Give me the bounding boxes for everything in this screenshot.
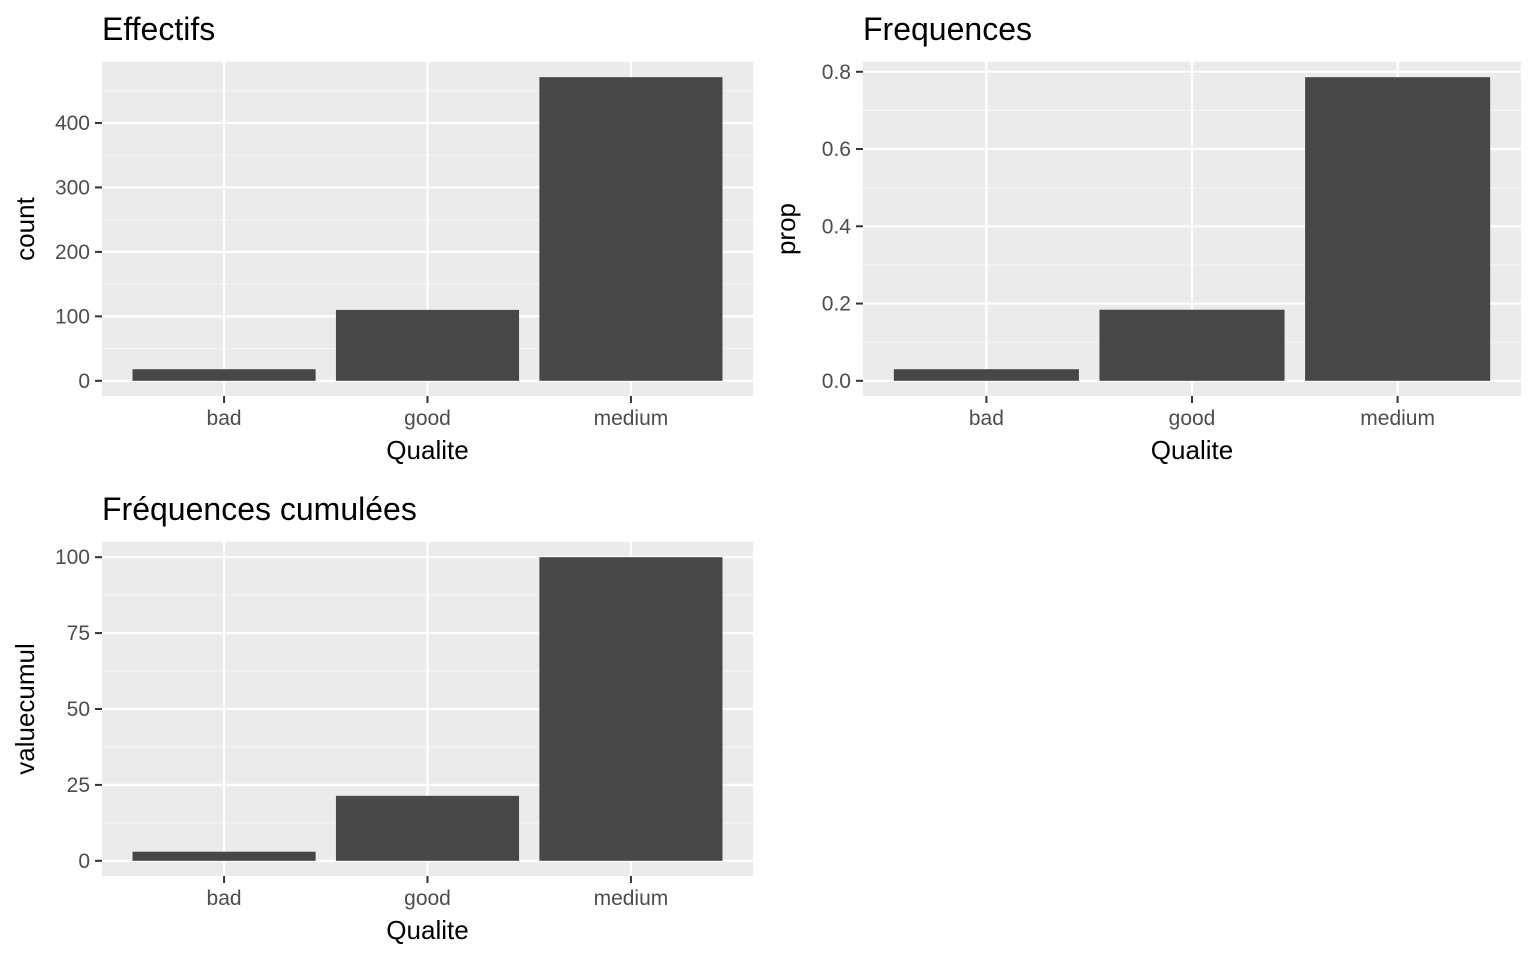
x-tick-label: good (404, 407, 451, 430)
x-tick-label: bad (207, 887, 242, 910)
chart-title: Effectifs (102, 11, 215, 47)
bar-bad (132, 369, 316, 381)
x-tick-label: bad (969, 407, 1004, 430)
y-tick-label: 0 (78, 370, 90, 393)
x-tick-label: good (404, 887, 451, 910)
y-tick-label: 50 (67, 698, 90, 721)
y-tick-label: 0.2 (822, 293, 851, 316)
x-axis-label: Qualite (1151, 435, 1233, 465)
bar-medium (539, 557, 723, 861)
y-tick-label: 0.0 (822, 370, 851, 393)
bar-good (335, 795, 520, 861)
y-tick-label: 0.8 (822, 61, 851, 84)
x-axis-label: Qualite (386, 435, 468, 465)
y-tick-label: 0.4 (822, 215, 852, 238)
y-tick-label: 100 (55, 305, 90, 328)
y-tick-label: 25 (67, 774, 90, 797)
y-tick-label: 100 (55, 546, 90, 569)
y-tick-label: 0.6 (822, 138, 851, 161)
bar-bad (132, 851, 316, 861)
chart-title: Fréquences cumulées (102, 491, 417, 527)
y-tick-label: 300 (55, 176, 90, 199)
y-tick-label: 400 (55, 112, 90, 135)
bar-medium (1305, 77, 1491, 381)
y-tick-label: 0 (78, 850, 90, 873)
x-axis-label: Qualite (386, 915, 468, 945)
y-axis-label: prop (771, 203, 801, 255)
bar-medium (539, 77, 723, 381)
bar-good (335, 309, 520, 381)
chart-panel-2: 0.0 0.2 0.4 0.6 0.8 bad good medium Qualite prop F… (771, 11, 1521, 465)
bar-good (1099, 309, 1285, 381)
chart-panel-3: 0 25 50 75 100 bad good medium Qualite valuecumul… (10, 491, 753, 945)
chart-panel-1: 0 100 200 300 400 bad good medium Qualite count Ef… (10, 11, 753, 465)
y-axis-label: valuecumul (10, 643, 40, 775)
x-tick-label: medium (1360, 407, 1435, 430)
y-tick-label: 75 (67, 622, 90, 645)
x-tick-label: medium (594, 887, 669, 910)
x-tick-label: good (1169, 407, 1216, 430)
bar-bad (893, 369, 1079, 381)
x-tick-label: medium (594, 407, 669, 430)
x-tick-label: bad (207, 407, 242, 430)
y-tick-label: 200 (55, 241, 90, 264)
chart-title: Frequences (863, 11, 1032, 47)
y-axis-label: count (10, 196, 40, 260)
